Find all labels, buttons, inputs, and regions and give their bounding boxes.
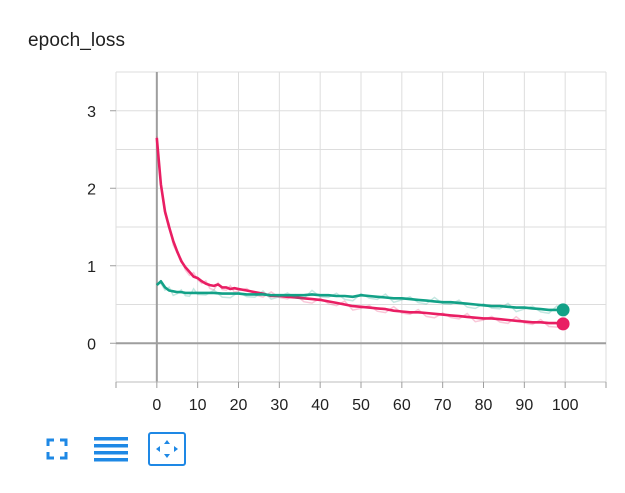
series-end-point-0	[556, 317, 570, 331]
loss-line-chart: 0 10 20 30 40 50 60 70 80 90 100 0 1 2 3	[87, 71, 607, 414]
series-line-0	[155, 137, 562, 326]
grid-lines	[115, 71, 607, 383]
series-lines	[155, 136, 570, 331]
x-tick-label: 30	[270, 397, 288, 414]
y-tick-label: 1	[87, 259, 96, 276]
x-tick-label: 80	[475, 397, 493, 414]
x-tick-label: 0	[152, 397, 161, 414]
tick-labels: 0 10 20 30 40 50 60 70 80 90 100 0 1 2 3	[87, 104, 579, 414]
x-tick-label: 90	[515, 397, 533, 414]
fit-domain-button[interactable]	[148, 432, 186, 466]
fullscreen-button[interactable]	[40, 432, 74, 466]
x-tick-label: 40	[311, 397, 329, 414]
y-tick-label: 0	[87, 336, 96, 353]
x-tick-label: 100	[552, 397, 579, 414]
chart-toolbar	[40, 432, 186, 466]
series-raw-line-0	[156, 136, 562, 328]
chart-title: epoch_loss	[28, 30, 126, 51]
x-tick-label: 10	[189, 397, 207, 414]
x-tick-label: 60	[393, 397, 411, 414]
toggle-log-scale-button[interactable]	[94, 432, 128, 466]
y-tick-label: 3	[87, 104, 96, 121]
series-end-point-1	[556, 303, 570, 317]
x-tick-label: 70	[434, 397, 452, 414]
fullscreen-icon	[46, 438, 68, 460]
series-line-1	[155, 280, 562, 312]
x-tick-label: 20	[230, 397, 248, 414]
axes	[110, 72, 607, 388]
fit-domain-icon	[156, 440, 178, 458]
y-tick-label: 2	[87, 181, 96, 198]
x-tick-label: 50	[352, 397, 370, 414]
list-lines-icon	[94, 437, 128, 462]
